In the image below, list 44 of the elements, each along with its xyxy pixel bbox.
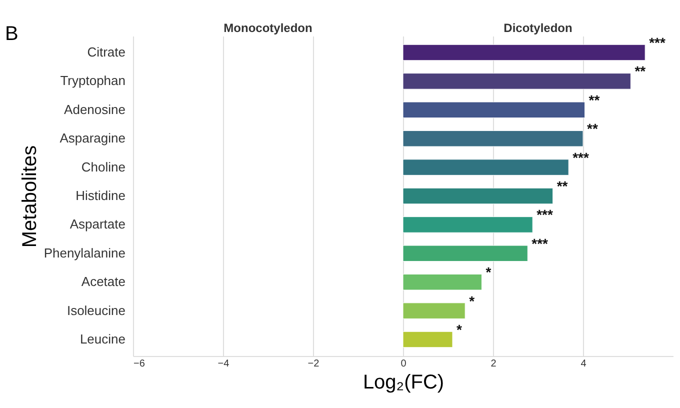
y-tick-label: Isoleucine xyxy=(66,302,126,318)
x-tick-label: 2 xyxy=(490,358,497,370)
bar xyxy=(402,102,586,118)
y-tick-label: Phenylalanine xyxy=(44,245,126,260)
annotation: * xyxy=(456,322,462,338)
annotation: ** xyxy=(588,92,600,108)
y-tick-label: Acetate xyxy=(81,274,126,290)
text: B xyxy=(5,23,18,45)
x-tick-label: −2 xyxy=(308,358,320,370)
x-tick-label: 4 xyxy=(580,358,587,370)
annotation: * xyxy=(469,292,476,309)
y-tick-label: Aspartate xyxy=(70,216,126,232)
bar xyxy=(402,274,482,290)
text: Dicotyledon xyxy=(504,21,572,35)
annotation: *** xyxy=(572,149,590,166)
bar xyxy=(402,302,466,319)
y-tick-label: Tryptophan xyxy=(60,73,126,88)
y-tick-label: Asparagine xyxy=(60,130,126,146)
annotation: ** xyxy=(556,178,568,194)
y-tick-label: Choline xyxy=(81,159,126,174)
bar xyxy=(402,44,646,61)
y-axis-title: Metabolites xyxy=(18,145,41,248)
annotation: *** xyxy=(536,206,554,223)
x-tick-label: −4 xyxy=(218,358,230,370)
annotation: *** xyxy=(532,235,549,252)
annotation: ** xyxy=(634,63,646,80)
y-tick-label: Histidine xyxy=(76,188,126,203)
x-axis-title: Log₂(FC) xyxy=(362,372,444,394)
y-tick-label: Citrate xyxy=(87,44,126,60)
x-tick-label: −6 xyxy=(134,358,146,370)
text: Monocotyledon xyxy=(224,21,312,35)
x-tick-label: 0 xyxy=(400,358,407,370)
y-tick-label: Adenosine xyxy=(64,102,126,117)
bar xyxy=(402,73,631,90)
bar xyxy=(402,188,554,204)
bar xyxy=(402,130,584,147)
bar xyxy=(402,245,528,262)
bar xyxy=(402,159,569,176)
annotation: * xyxy=(486,264,492,280)
bar xyxy=(402,216,533,233)
annotation: ** xyxy=(587,120,598,137)
y-tick-label: Leucine xyxy=(80,332,126,346)
annotation: *** xyxy=(649,34,666,50)
bar xyxy=(402,331,453,348)
